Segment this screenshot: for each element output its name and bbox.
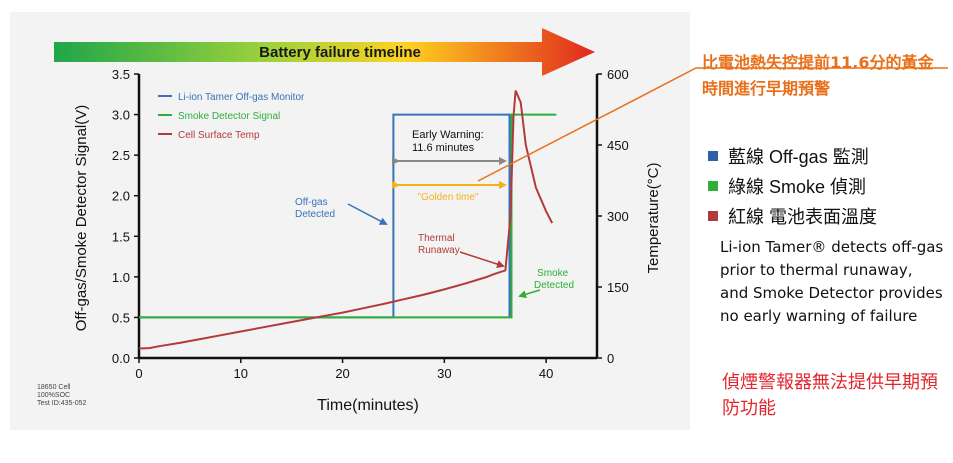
early-warning-label: Early Warning: 11.6 minutes bbox=[412, 129, 487, 154]
offgas-detected-label: Off-gas Detected bbox=[295, 197, 335, 220]
chart-svg: Battery failure timeline 0 10 20 30 40 0.0 0.5… bbox=[37, 28, 662, 414]
legend-label-smoke: Smoke Detector Signal bbox=[178, 111, 280, 122]
y-left-tick-label-2: 1.0 bbox=[112, 270, 130, 285]
x-tick-label-0: 0 bbox=[135, 366, 142, 381]
side-legend-label-smoke: 綠線 Smoke 偵測 bbox=[728, 177, 867, 197]
smoke-detected-label: Smoke Detected bbox=[534, 268, 574, 291]
thermal-runaway-arrow bbox=[459, 251, 505, 268]
smoke-detected-line-2: Detected bbox=[534, 280, 574, 291]
banner-title: Battery failure timeline bbox=[259, 44, 421, 61]
y-left-tick-label-0: 0.0 bbox=[112, 351, 130, 366]
cell-info: 18650 Cell 100%SOC Test ID:435-052 bbox=[37, 384, 87, 407]
offgas-detected-line-1: Off-gas bbox=[295, 197, 328, 208]
y-left-tick-label-3: 1.5 bbox=[112, 229, 130, 244]
y-right-tick-label-2: 300 bbox=[607, 209, 629, 224]
description-text: Li-ion Tamer® detects off-gas prior to t… bbox=[720, 238, 944, 325]
smoke-detected-line-1: Smoke bbox=[537, 268, 569, 279]
y-axis-left-label: Off-gas/Smoke Detector Signal(V) bbox=[73, 105, 90, 331]
y-right-tick-label-1: 150 bbox=[607, 280, 629, 295]
chart-panel: Battery failure timeline 0 10 20 30 40 0.0 0.5… bbox=[10, 12, 690, 430]
x-tick-label-1: 10 bbox=[234, 366, 248, 381]
side-legend-smoke: 綠線 Smoke 偵測 bbox=[708, 173, 866, 199]
side-legend-label-temp: 紅線 電池表面溫度 bbox=[728, 207, 878, 227]
y-left-tick-label-1: 0.5 bbox=[112, 310, 130, 325]
x-axis-label: Time(minutes) bbox=[317, 397, 419, 414]
callout-text: 比電池熱失控提前11.6分的黃金時間進行早期預警 bbox=[702, 53, 934, 98]
x-tick-label-4: 40 bbox=[539, 366, 553, 381]
x-tick-label-3: 30 bbox=[437, 366, 451, 381]
offgas-detected-line-2: Detected bbox=[295, 209, 335, 220]
legend-label-temp: Cell Surface Temp bbox=[178, 130, 260, 141]
conclusion-text: 偵煙警報器無法提供早期預防功能 bbox=[722, 372, 938, 419]
early-warning-line-2: 11.6 minutes bbox=[412, 142, 475, 154]
banner-arrow bbox=[54, 28, 595, 76]
side-legend-offgas: 藍線 Off-gas 監測 bbox=[708, 143, 869, 169]
y-left-tick-label-4: 2.0 bbox=[112, 189, 130, 204]
y-right-tick-label-4: 600 bbox=[607, 67, 629, 82]
smoke-detected-arrow bbox=[518, 289, 541, 299]
x-tick-label-2: 20 bbox=[335, 366, 349, 381]
side-legend-square-blue bbox=[708, 151, 718, 161]
thermal-runaway-line-2: Runaway bbox=[418, 245, 460, 256]
side-legend-square-red bbox=[708, 211, 718, 221]
cell-info-line-1: 18650 Cell bbox=[37, 384, 71, 391]
series-line-smoke bbox=[139, 113, 557, 319]
cell-info-line-2: 100%SOC bbox=[37, 392, 70, 399]
y-left-tick-label-7: 3.5 bbox=[112, 67, 130, 82]
side-legend-square-green bbox=[708, 181, 718, 191]
side-legend-label-offgas: 藍線 Off-gas 監測 bbox=[728, 147, 869, 167]
y-axis-right-label: Temperature(°C) bbox=[645, 162, 662, 273]
y-left-tick-label-6: 3.0 bbox=[112, 108, 130, 123]
y-right-tick-label-0: 0 bbox=[607, 351, 614, 366]
y-left-tick-label-5: 2.5 bbox=[112, 148, 130, 163]
golden-time-label: "Golden time" bbox=[417, 192, 478, 203]
y-right-tick-label-3: 450 bbox=[607, 138, 629, 153]
thermal-runaway-label: Thermal Runaway bbox=[418, 233, 460, 256]
side-legend-temp: 紅線 電池表面溫度 bbox=[708, 203, 877, 229]
early-warning-line-1: Early Warning: bbox=[412, 129, 484, 141]
legend-label-offgas: Li-ion Tamer Off-gas Monitor bbox=[178, 92, 305, 103]
legend: Li-ion Tamer Off-gas Monitor Smoke Detec… bbox=[158, 92, 305, 141]
offgas-detected-arrow bbox=[347, 203, 388, 225]
thermal-runaway-line-1: Thermal bbox=[418, 233, 455, 244]
cell-info-line-3: Test ID:435-052 bbox=[37, 400, 87, 407]
